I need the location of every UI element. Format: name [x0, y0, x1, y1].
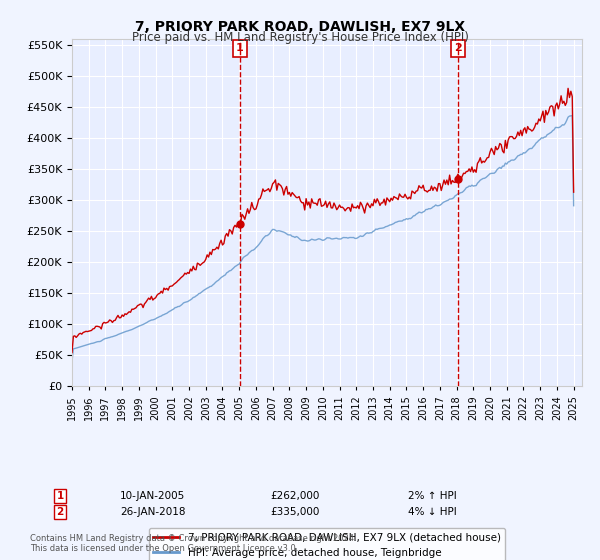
Text: 4% ↓ HPI: 4% ↓ HPI	[408, 507, 457, 517]
Text: 2: 2	[454, 44, 461, 54]
Text: 2% ↑ HPI: 2% ↑ HPI	[408, 491, 457, 501]
Text: 1: 1	[56, 491, 64, 501]
Legend: 7, PRIORY PARK ROAD, DAWLISH, EX7 9LX (detached house), HPI: Average price, deta: 7, PRIORY PARK ROAD, DAWLISH, EX7 9LX (d…	[149, 528, 505, 560]
Text: £335,000: £335,000	[270, 507, 319, 517]
Text: 26-JAN-2018: 26-JAN-2018	[120, 507, 185, 517]
Text: 2: 2	[56, 507, 64, 517]
Text: Price paid vs. HM Land Registry's House Price Index (HPI): Price paid vs. HM Land Registry's House …	[131, 31, 469, 44]
Text: 1: 1	[236, 44, 244, 54]
Text: £262,000: £262,000	[270, 491, 319, 501]
Text: 7, PRIORY PARK ROAD, DAWLISH, EX7 9LX: 7, PRIORY PARK ROAD, DAWLISH, EX7 9LX	[135, 20, 465, 34]
Text: 10-JAN-2005: 10-JAN-2005	[120, 491, 185, 501]
Text: Contains HM Land Registry data © Crown copyright and database right 2024.
This d: Contains HM Land Registry data © Crown c…	[30, 534, 356, 553]
